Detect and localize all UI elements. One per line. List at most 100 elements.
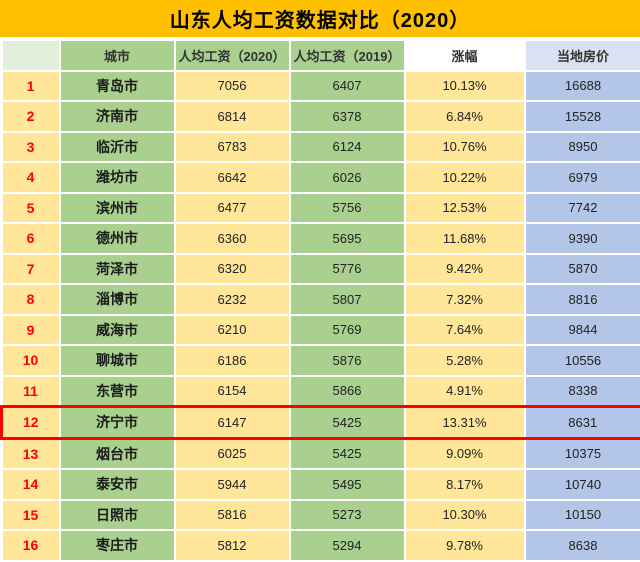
header-row: 城市 人均工资（2020） 人均工资（2019） 涨幅 当地房价 bbox=[2, 40, 640, 71]
table-row: 9 威海市 6210 5769 7.64% 9844 bbox=[2, 315, 640, 346]
wage-2019-cell: 5769 bbox=[290, 315, 405, 346]
table-row: 3 临沂市 6783 6124 10.76% 8950 bbox=[2, 132, 640, 163]
header-city: 城市 bbox=[60, 40, 175, 71]
rank-cell: 15 bbox=[2, 500, 60, 531]
rank-cell: 1 bbox=[2, 71, 60, 102]
city-cell: 德州市 bbox=[60, 223, 175, 254]
increase-cell: 9.42% bbox=[405, 254, 525, 285]
rank-cell: 10 bbox=[2, 345, 60, 376]
header-increase: 涨幅 bbox=[405, 40, 525, 71]
table-row: 1 青岛市 7056 6407 10.13% 16688 bbox=[2, 71, 640, 102]
rank-cell: 14 bbox=[2, 469, 60, 500]
wage-2019-cell: 6124 bbox=[290, 132, 405, 163]
city-cell: 潍坊市 bbox=[60, 162, 175, 193]
increase-cell: 10.30% bbox=[405, 500, 525, 531]
wage-2019-cell: 5866 bbox=[290, 376, 405, 407]
rank-cell: 4 bbox=[2, 162, 60, 193]
wage-2019-cell: 5876 bbox=[290, 345, 405, 376]
price-cell: 8338 bbox=[525, 376, 640, 407]
city-cell: 济宁市 bbox=[60, 407, 175, 439]
price-cell: 10556 bbox=[525, 345, 640, 376]
wage-2019-cell: 5425 bbox=[290, 407, 405, 439]
rank-cell: 11 bbox=[2, 376, 60, 407]
city-cell: 东营市 bbox=[60, 376, 175, 407]
table-body: 1 青岛市 7056 6407 10.13% 16688 2 济南市 6814 … bbox=[2, 71, 640, 561]
table-row: 14 泰安市 5944 5495 8.17% 10740 bbox=[2, 469, 640, 500]
price-cell: 8638 bbox=[525, 530, 640, 561]
table-row: 11 东营市 6154 5866 4.91% 8338 bbox=[2, 376, 640, 407]
city-cell: 菏泽市 bbox=[60, 254, 175, 285]
table-row: 4 潍坊市 6642 6026 10.22% 6979 bbox=[2, 162, 640, 193]
table-row: 10 聊城市 6186 5876 5.28% 10556 bbox=[2, 345, 640, 376]
wage-2020-cell: 6360 bbox=[175, 223, 290, 254]
wage-2020-cell: 5812 bbox=[175, 530, 290, 561]
price-cell: 5870 bbox=[525, 254, 640, 285]
table-row: 5 滨州市 6477 5756 12.53% 7742 bbox=[2, 193, 640, 224]
price-cell: 9844 bbox=[525, 315, 640, 346]
table-row: 16 枣庄市 5812 5294 9.78% 8638 bbox=[2, 530, 640, 561]
rank-cell: 13 bbox=[2, 438, 60, 469]
rank-cell: 3 bbox=[2, 132, 60, 163]
wage-2019-cell: 5273 bbox=[290, 500, 405, 531]
wage-2020-cell: 6154 bbox=[175, 376, 290, 407]
price-cell: 8816 bbox=[525, 284, 640, 315]
increase-cell: 4.91% bbox=[405, 376, 525, 407]
wage-2019-cell: 6378 bbox=[290, 101, 405, 132]
rank-cell: 12 bbox=[2, 407, 60, 439]
city-cell: 临沂市 bbox=[60, 132, 175, 163]
city-cell: 日照市 bbox=[60, 500, 175, 531]
increase-cell: 9.78% bbox=[405, 530, 525, 561]
increase-cell: 10.13% bbox=[405, 71, 525, 102]
increase-cell: 10.76% bbox=[405, 132, 525, 163]
rank-cell: 7 bbox=[2, 254, 60, 285]
price-cell: 10150 bbox=[525, 500, 640, 531]
wage-2020-cell: 6210 bbox=[175, 315, 290, 346]
wage-2020-cell: 6477 bbox=[175, 193, 290, 224]
price-cell: 10375 bbox=[525, 438, 640, 469]
wage-2019-cell: 5807 bbox=[290, 284, 405, 315]
rank-cell: 8 bbox=[2, 284, 60, 315]
table-row: 13 烟台市 6025 5425 9.09% 10375 bbox=[2, 438, 640, 469]
wage-2019-cell: 6026 bbox=[290, 162, 405, 193]
price-cell: 15528 bbox=[525, 101, 640, 132]
wage-2020-cell: 6814 bbox=[175, 101, 290, 132]
city-cell: 枣庄市 bbox=[60, 530, 175, 561]
wage-2019-cell: 5776 bbox=[290, 254, 405, 285]
city-cell: 淄博市 bbox=[60, 284, 175, 315]
increase-cell: 5.28% bbox=[405, 345, 525, 376]
price-cell: 9390 bbox=[525, 223, 640, 254]
wage-2020-cell: 6147 bbox=[175, 407, 290, 439]
rank-cell: 2 bbox=[2, 101, 60, 132]
wage-2020-cell: 6783 bbox=[175, 132, 290, 163]
city-cell: 威海市 bbox=[60, 315, 175, 346]
wage-2019-cell: 5695 bbox=[290, 223, 405, 254]
wage-2020-cell: 6642 bbox=[175, 162, 290, 193]
table-row: 12 济宁市 6147 5425 13.31% 8631 bbox=[2, 407, 640, 439]
price-cell: 6979 bbox=[525, 162, 640, 193]
wage-2020-cell: 5944 bbox=[175, 469, 290, 500]
table-row: 2 济南市 6814 6378 6.84% 15528 bbox=[2, 101, 640, 132]
header-wage-2020: 人均工资（2020） bbox=[175, 40, 290, 71]
price-cell: 10740 bbox=[525, 469, 640, 500]
rank-cell: 5 bbox=[2, 193, 60, 224]
price-cell: 8950 bbox=[525, 132, 640, 163]
wage-2020-cell: 6186 bbox=[175, 345, 290, 376]
increase-cell: 11.68% bbox=[405, 223, 525, 254]
wage-2019-cell: 5495 bbox=[290, 469, 405, 500]
table-row: 15 日照市 5816 5273 10.30% 10150 bbox=[2, 500, 640, 531]
increase-cell: 6.84% bbox=[405, 101, 525, 132]
rank-cell: 16 bbox=[2, 530, 60, 561]
table-row: 6 德州市 6360 5695 11.68% 9390 bbox=[2, 223, 640, 254]
header-wage-2019: 人均工资（2019） bbox=[290, 40, 405, 71]
wage-2019-cell: 6407 bbox=[290, 71, 405, 102]
increase-cell: 13.31% bbox=[405, 407, 525, 439]
wage-2020-cell: 5816 bbox=[175, 500, 290, 531]
wage-2019-cell: 5425 bbox=[290, 438, 405, 469]
increase-cell: 10.22% bbox=[405, 162, 525, 193]
city-cell: 烟台市 bbox=[60, 438, 175, 469]
increase-cell: 8.17% bbox=[405, 469, 525, 500]
wage-2019-cell: 5756 bbox=[290, 193, 405, 224]
header-price: 当地房价 bbox=[525, 40, 640, 71]
price-cell: 8631 bbox=[525, 407, 640, 439]
increase-cell: 12.53% bbox=[405, 193, 525, 224]
